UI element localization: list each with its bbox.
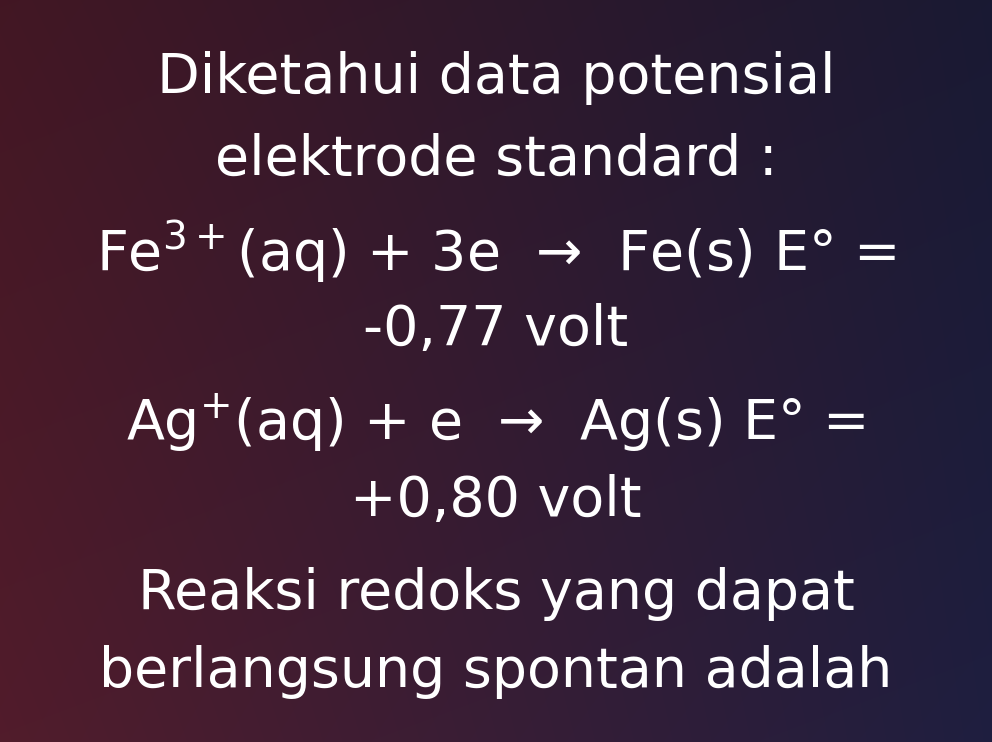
Text: Diketahui data potensial: Diketahui data potensial (157, 51, 835, 105)
Text: Fe$^{3+}$(aq) + 3e  →  Fe(s) E° =: Fe$^{3+}$(aq) + 3e → Fe(s) E° = (96, 219, 896, 286)
Text: elektrode standard :: elektrode standard : (214, 133, 778, 186)
Text: berlangsung spontan adalah: berlangsung spontan adalah (99, 645, 893, 698)
Text: Ag$^{+}$(aq) + e  →  Ag(s) E° =: Ag$^{+}$(aq) + e → Ag(s) E° = (126, 392, 866, 454)
Text: Reaksi redoks yang dapat: Reaksi redoks yang dapat (138, 567, 854, 620)
Text: -0,77 volt: -0,77 volt (363, 303, 629, 357)
Text: +0,80 volt: +0,80 volt (350, 474, 642, 528)
